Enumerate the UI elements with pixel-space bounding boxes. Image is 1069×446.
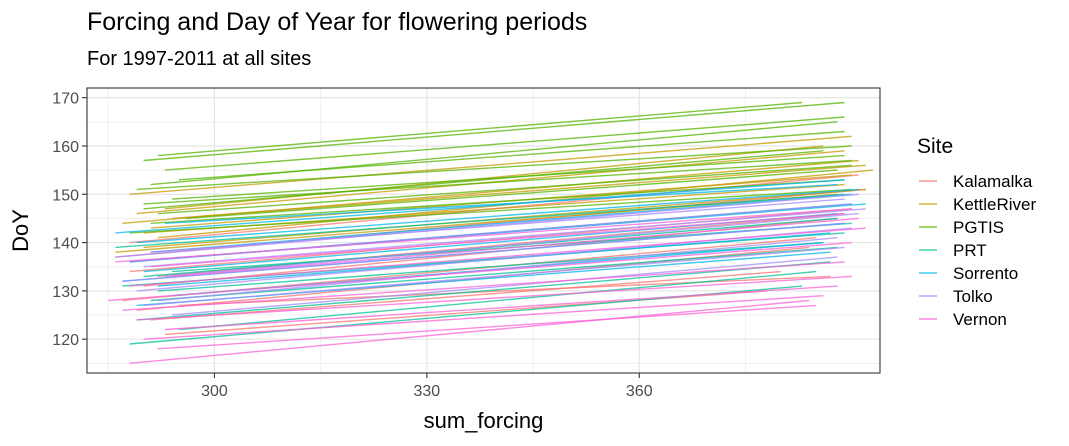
- series-line: [136, 261, 831, 321]
- series-line: [122, 222, 845, 282]
- series-line: [157, 304, 817, 350]
- legend-label: KettleRiver: [953, 195, 1036, 214]
- series-line: [115, 193, 845, 249]
- series-line: [171, 217, 859, 278]
- series-vernon: [108, 208, 866, 364]
- series-line: [122, 261, 845, 311]
- series-line: [150, 270, 781, 321]
- legend-label: Sorrento: [953, 264, 1018, 283]
- series-line: [157, 101, 803, 157]
- series-line: [150, 246, 838, 302]
- series-line: [150, 198, 845, 253]
- series-pgtis: [129, 101, 852, 234]
- series-line: [115, 208, 852, 263]
- y-tick-label: 150: [52, 187, 79, 204]
- chart-title: Forcing and Day of Year for flowering pe…: [87, 8, 588, 36]
- legend-label: Tolko: [953, 287, 993, 306]
- y-tick-label: 160: [52, 139, 79, 156]
- legend-label: Kalamalka: [953, 172, 1033, 191]
- legend-label: PRT: [953, 241, 987, 260]
- series-line: [143, 159, 852, 205]
- series-line: [164, 183, 838, 224]
- series-line: [143, 208, 866, 268]
- series-tolko: [115, 193, 866, 316]
- legend-title: Site: [917, 135, 953, 158]
- y-tick-label: 140: [52, 236, 79, 253]
- series-line: [143, 150, 824, 210]
- series-line: [129, 299, 810, 364]
- series-line: [178, 275, 831, 307]
- series-line: [150, 179, 845, 224]
- series-line: [164, 116, 845, 171]
- series-line: [157, 164, 852, 215]
- chart-subtitle: For 1997-2011 at all sites: [87, 48, 312, 70]
- series-line: [136, 188, 859, 244]
- series-line: [178, 270, 817, 331]
- series-line: [178, 130, 845, 181]
- series-line: [143, 101, 845, 162]
- series-line: [115, 179, 845, 234]
- legend-label: PGTIS: [953, 218, 1004, 237]
- legend-label: Vernon: [953, 310, 1007, 329]
- series-line: [157, 237, 838, 302]
- y-tick-label: 120: [52, 332, 79, 349]
- series-line: [108, 241, 852, 302]
- series-line: [129, 135, 852, 195]
- series-line: [164, 212, 859, 278]
- x-tick-label: 300: [201, 383, 228, 400]
- series-line: [143, 295, 824, 340]
- series-line: [150, 193, 852, 253]
- y-axis-label: DoY: [8, 209, 33, 252]
- series-line: [136, 275, 852, 321]
- plot-panel-border: [86, 87, 881, 374]
- series-line: [171, 164, 866, 220]
- series-line: [129, 227, 866, 287]
- x-axis: 300 330 360: [201, 373, 653, 400]
- y-axis: 120 130 140 150 160 170: [52, 91, 87, 349]
- series-line: [186, 169, 838, 220]
- series-line: [164, 145, 824, 210]
- series-lines: [108, 101, 873, 364]
- series-line: [150, 212, 845, 268]
- x-axis-label: sum_forcing: [424, 408, 544, 433]
- series-line: [136, 145, 852, 191]
- series-line: [164, 285, 838, 331]
- series-line: [143, 246, 845, 307]
- y-tick-label: 170: [52, 91, 79, 108]
- series-line: [171, 256, 838, 316]
- series-line: [129, 188, 852, 234]
- series-line: [157, 241, 824, 292]
- series-line: [115, 193, 859, 258]
- x-tick-label: 360: [626, 383, 653, 400]
- x-tick-label: 330: [414, 383, 441, 400]
- y-tick-label: 130: [52, 284, 79, 301]
